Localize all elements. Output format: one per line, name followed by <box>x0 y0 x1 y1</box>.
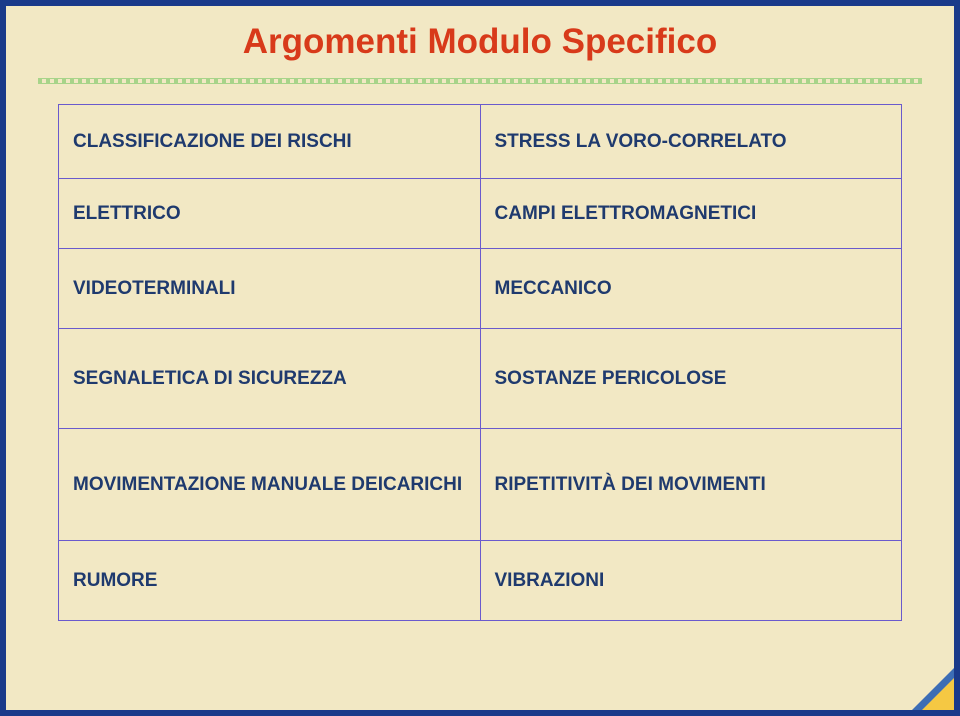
corner-decoration <box>912 668 954 710</box>
slide-frame <box>0 0 960 716</box>
